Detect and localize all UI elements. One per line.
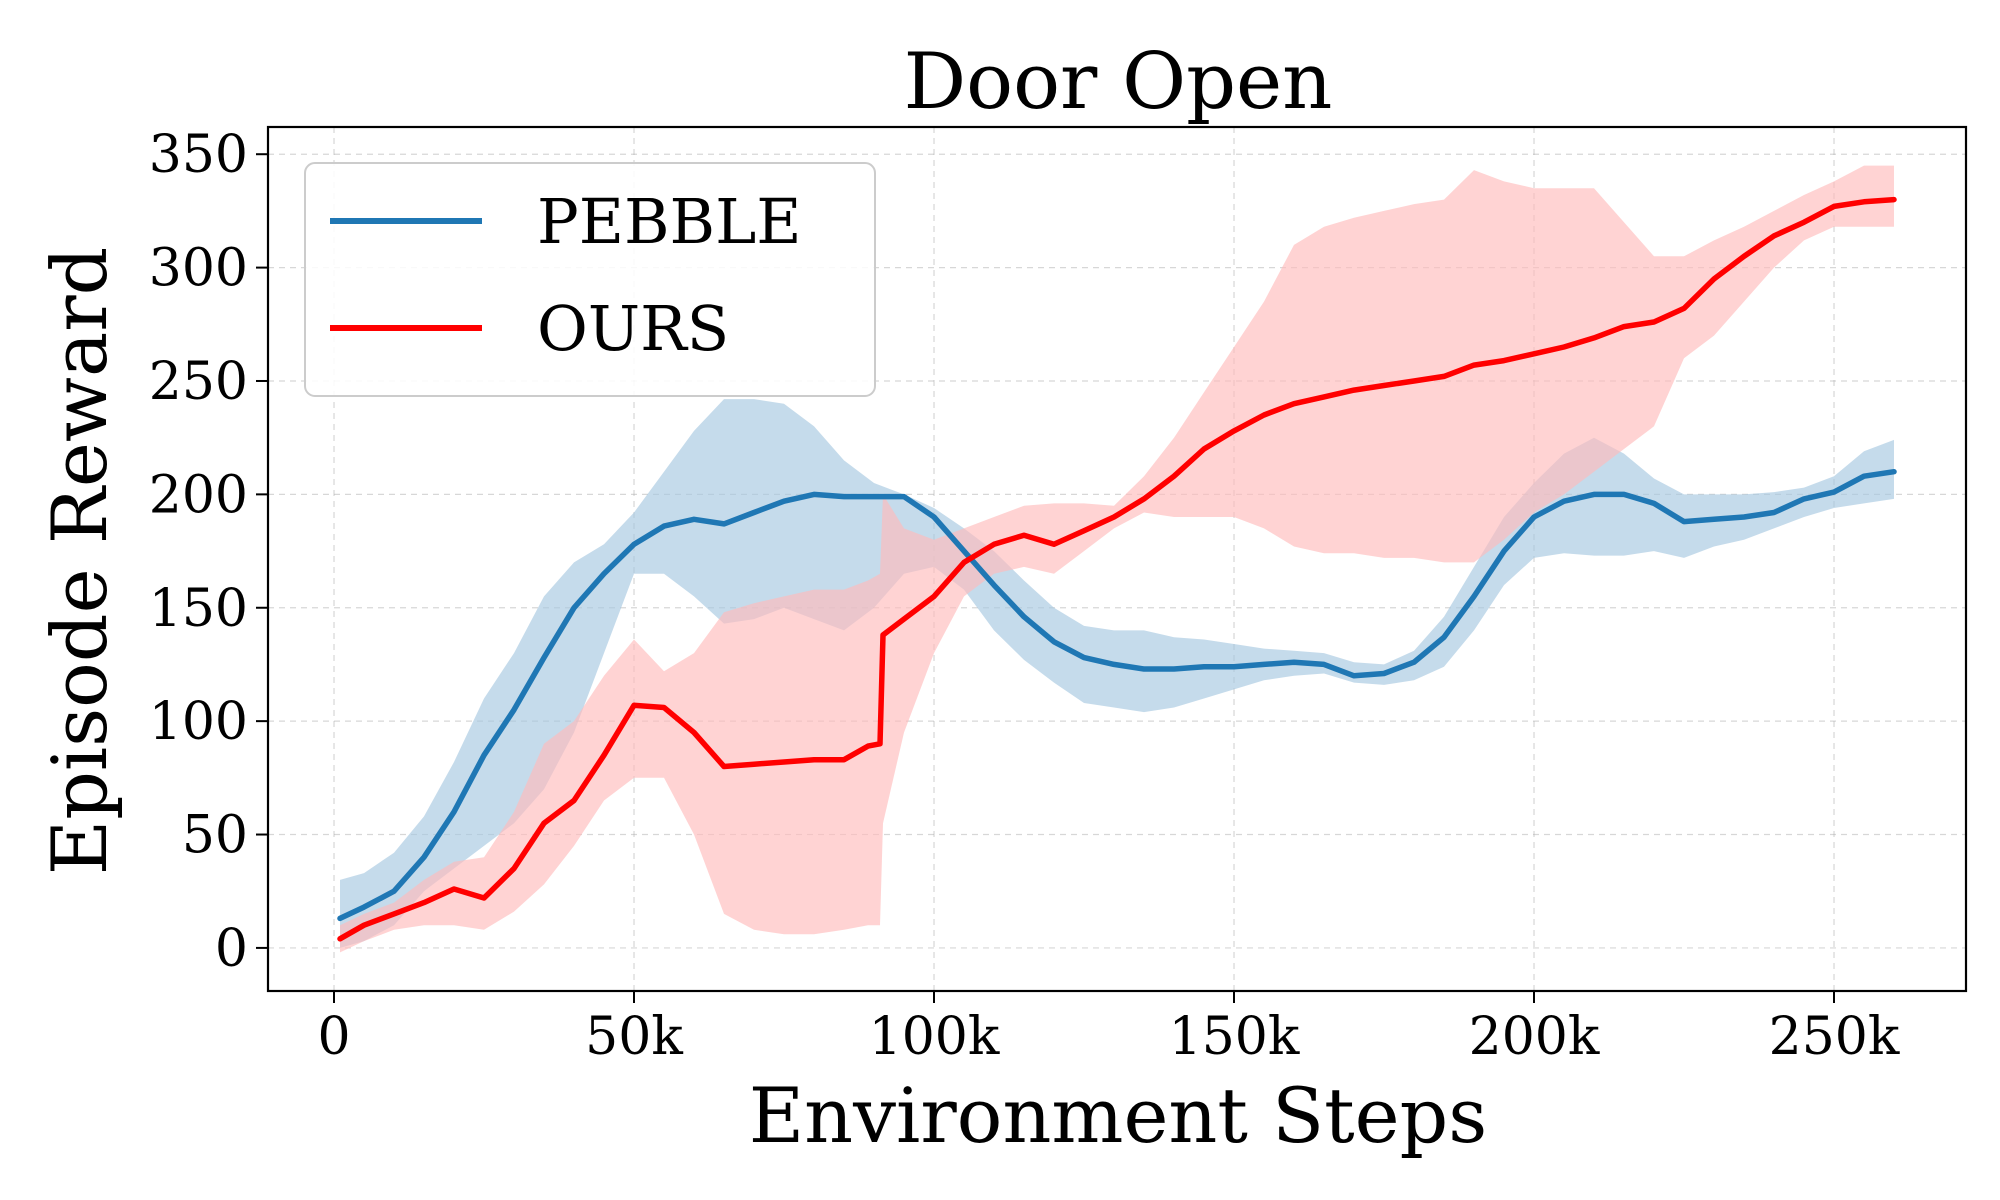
y-tick-label: 50 xyxy=(182,806,248,866)
y-tick-label: 150 xyxy=(149,579,248,639)
x-axis-label: Environment Steps xyxy=(749,1071,1488,1160)
y-tick-label: 100 xyxy=(149,692,248,752)
line-ours xyxy=(337,196,1897,942)
series-lines xyxy=(337,196,1897,942)
y-axis-ticks: 0 50 100 150 200 250 300 350 xyxy=(149,125,268,979)
x-tick-label: 0 xyxy=(317,1007,350,1067)
y-tick-label: 0 xyxy=(215,919,248,979)
legend-label-ours: OURS xyxy=(537,292,729,365)
chart-title: Door Open xyxy=(904,37,1333,127)
x-tick-label: 150k xyxy=(1169,1007,1300,1067)
x-tick-label: 200k xyxy=(1469,1007,1600,1067)
x-tick-label: 50k xyxy=(585,1007,683,1067)
x-axis-ticks: 0 50k 100k 150k 200k 250k xyxy=(317,991,1900,1067)
plot-frame xyxy=(266,125,1968,993)
y-tick-label: 350 xyxy=(149,125,248,185)
line-pebble xyxy=(337,468,1897,922)
x-tick-label: 100k xyxy=(869,1007,1000,1067)
y-tick-label: 300 xyxy=(149,239,248,299)
legend-label-pebble: PEBBLE xyxy=(537,185,802,258)
y-tick-label: 250 xyxy=(149,352,248,412)
y-tick-label: 200 xyxy=(149,465,248,525)
y-axis-label: Episode Reward xyxy=(35,247,124,876)
legend: PEBBLE OURS xyxy=(304,162,876,397)
x-tick-label: 250k xyxy=(1769,1007,1900,1067)
